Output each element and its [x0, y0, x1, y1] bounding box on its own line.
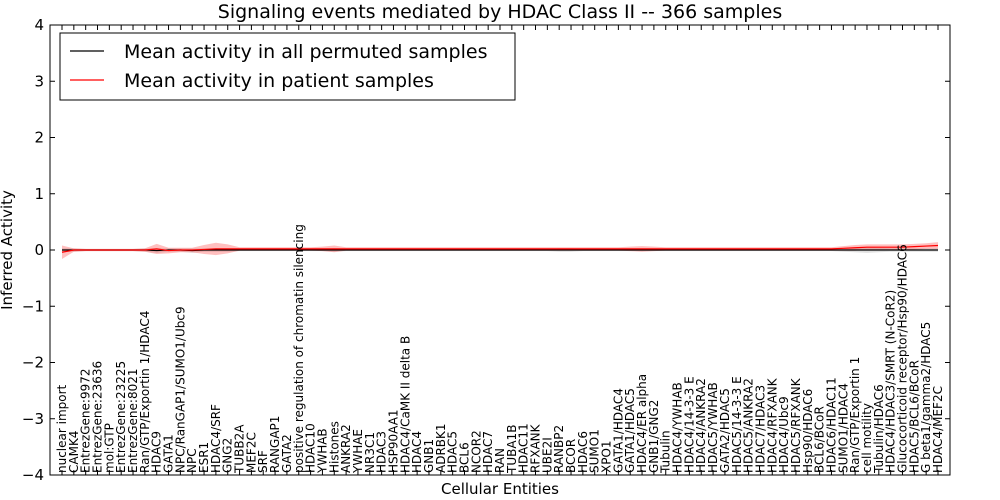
category-label: mol:GTP — [102, 423, 116, 473]
category-label: ANKRA2 — [339, 424, 353, 473]
category-label: GNB1/GNG2 — [647, 400, 661, 473]
x-axis-label: Cellular Entities — [441, 480, 559, 498]
category-labels: nuclear importCAMK4EntrezGene:9972Entrez… — [55, 224, 945, 474]
category-label: XPO1 — [600, 440, 614, 473]
category-label: Ran/GTP/Exportin 1/HDAC4 — [138, 311, 152, 473]
y-tick-label: 2 — [34, 129, 44, 147]
category-label: cell motility — [860, 403, 874, 473]
category-label: positive regulation of chromatin silenci… — [292, 224, 306, 473]
category-label: YWHAB — [315, 428, 329, 474]
series-line-patient — [61, 244, 939, 253]
legend-box — [59, 32, 516, 101]
category-label: BCL6 — [457, 442, 471, 473]
category-label: HDAC5/14-3-3 E — [730, 376, 744, 473]
category-label: ESR1 — [197, 442, 211, 473]
category-label: RAN — [493, 448, 507, 473]
category-label: HDAC4/HDAC3/SMRT (N-CoR2) — [884, 290, 898, 473]
category-label: EntrezGene:23636 — [91, 361, 105, 473]
series-line-permuted — [62, 249, 938, 252]
category-label: HDAC4/14-3-3 E — [682, 376, 696, 473]
series-lines — [61, 244, 939, 253]
y-axis-label: Inferred Activity — [0, 190, 16, 310]
category-label: HDAC4/ANKRA2 — [694, 378, 708, 473]
category-label: Tubulin — [659, 430, 673, 474]
category-label: GATA1 — [162, 434, 176, 473]
category-label: RANBP2 — [552, 425, 566, 473]
category-label: GNG2 — [221, 438, 235, 473]
category-label: HDAC7/HDAC3 — [753, 385, 767, 473]
category-label: NR3C1 — [363, 432, 377, 473]
category-label: EntrezGene:9972 — [79, 369, 93, 474]
category-label: ADRBK1 — [434, 423, 448, 473]
category-label: NPC/RanGAP1/SUMO1/Ubc9 — [173, 306, 187, 473]
category-label: HDAC10 — [304, 423, 318, 473]
category-label: Glucocorticoid receptor/Hsp90/HDAC6 — [895, 244, 909, 473]
category-label: HDAC3 — [375, 431, 389, 473]
legend: Mean activity in all permuted samples Me… — [59, 32, 516, 101]
category-label: Ran/GTP/Exportin 1 — [848, 357, 862, 473]
category-label: SUMO1/HDAC4 — [836, 383, 850, 473]
y-tick-label: −2 — [22, 354, 44, 372]
category-label: HDAC9 — [150, 431, 164, 473]
y-tick-label: 1 — [34, 185, 44, 203]
category-label: HDAC4 — [410, 431, 424, 473]
y-tick-label: −4 — [22, 466, 44, 484]
category-label: nuclear import — [55, 384, 69, 473]
y-tick-label: 4 — [34, 16, 44, 34]
y-tick-label: −1 — [22, 297, 44, 315]
category-label: HDAC5 — [446, 431, 460, 473]
category-label: HDAC4/MEF2C — [931, 386, 945, 473]
category-label: HDAC4/Ubc9 — [777, 396, 791, 473]
category-label: EntrezGene:8021 — [126, 369, 140, 474]
category-label: Hsp90/HDAC6 — [801, 389, 815, 473]
axis-ticks: 4 3 2 1 0 −1 −2 −3 −4 — [22, 16, 950, 484]
category-label: HDAC4/RFXANK — [765, 377, 779, 473]
category-label: RFXANK — [529, 423, 543, 473]
category-label: HDAC5/RFXANK — [789, 377, 803, 473]
category-label: GATA2/HDAC5 — [718, 388, 732, 473]
category-label: CAMK4 — [67, 431, 81, 473]
category-label: SRF — [256, 450, 270, 473]
category-label: TUBA1B — [505, 425, 519, 474]
category-label: HDAC6 — [576, 431, 590, 473]
category-label: HDAC11 — [517, 423, 531, 473]
plot-frame — [49, 24, 951, 476]
category-label: HDAC5/ANKRA2 — [742, 378, 756, 473]
category-label: SUMO1 — [588, 429, 602, 473]
category-label: HDAC5/YWHAB — [706, 382, 720, 473]
category-label: HDAC4/SRF — [209, 404, 223, 473]
category-label: HSP90AA1 — [386, 409, 400, 473]
category-label: HDAC5/BCL6/BCoR — [907, 360, 921, 473]
category-label: RANGAP1 — [268, 416, 282, 473]
category-label: MEF2C — [244, 432, 258, 473]
chart-title: Signaling events mediated by HDAC Class … — [218, 1, 782, 23]
legend-label-patient: Mean activity in patient samples — [124, 70, 434, 92]
category-label: Tubulin/HDAC6 — [872, 384, 886, 474]
category-label: GNB1 — [422, 439, 436, 473]
category-label: BCOR — [564, 439, 578, 473]
category-label: HDAC4/ER alpha — [635, 374, 649, 473]
category-label: NPC — [185, 448, 199, 473]
category-label: BCL6/BCoR — [813, 406, 827, 473]
category-label: HDAC7 — [481, 431, 495, 473]
category-label: GATA2 — [280, 434, 294, 473]
category-label: UBE2I — [540, 437, 554, 473]
legend-label-permuted: Mean activity in all permuted samples — [124, 41, 487, 63]
y-tick-label: 3 — [34, 72, 44, 90]
y-tick-label: −3 — [22, 410, 44, 428]
category-label: HDAC6/HDAC11 — [824, 377, 838, 473]
category-label: EntrezGene:23225 — [114, 361, 128, 473]
category-label: HDAC4/CaMK II delta B — [398, 336, 412, 473]
category-label: Histones — [327, 421, 341, 473]
category-label: HDAC4/YWHAB — [671, 382, 685, 473]
category-label: TUBB2A — [233, 424, 247, 474]
category-label: NCOR2 — [469, 430, 483, 473]
category-label: GATA1/HDAC5 — [623, 388, 637, 473]
y-tick-label: 0 — [34, 241, 44, 259]
category-label: GATA1/HDAC4 — [611, 388, 625, 473]
category-label: YWHAE — [351, 429, 365, 474]
category-label: G beta1/gamma2/HDAC5 — [919, 322, 933, 473]
